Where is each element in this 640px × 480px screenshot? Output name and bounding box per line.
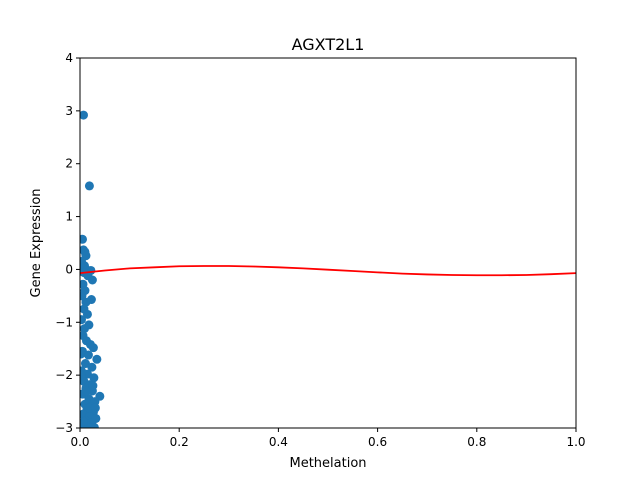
y-tick-label: 2 [65, 157, 73, 171]
data-point [89, 373, 99, 383]
x-tick-label: 0.6 [368, 435, 387, 449]
y-tick-label: 4 [65, 51, 73, 65]
data-point [80, 349, 86, 359]
data-point [80, 324, 89, 334]
fit-line-layer [80, 265, 576, 277]
y-tick-label: −3 [55, 421, 73, 435]
x-tick-label: 0.4 [269, 435, 288, 449]
data-point [80, 110, 88, 120]
x-axis-label: Methelation [289, 456, 366, 471]
x-ticks: 0.0 0.2 0.4 0.6 0.8 1.0 [70, 428, 586, 449]
data-point [80, 315, 86, 325]
y-ticks: −3 −2 −1 0 1 2 3 4 [55, 51, 80, 435]
data-point [80, 370, 86, 380]
data-point [92, 354, 102, 364]
x-tick-label: 0.2 [170, 435, 189, 449]
plot-frame [79, 57, 577, 429]
x-tick-label: 1.0 [566, 435, 585, 449]
data-point [84, 181, 94, 191]
points-layer [80, 110, 105, 428]
x-tick-label: 0.0 [70, 435, 89, 449]
data-point [80, 417, 88, 427]
y-tick-label: −1 [55, 315, 73, 329]
data-point [83, 350, 93, 360]
data-point [88, 381, 98, 391]
y-tick-label: 3 [65, 104, 73, 118]
data-point [80, 234, 87, 244]
y-tick-label: 0 [65, 262, 73, 276]
data-point [85, 422, 95, 428]
y-axis-label: Gene Expression [29, 188, 44, 297]
y-tick-label: −2 [55, 368, 73, 382]
data-point [90, 403, 100, 413]
x-tick-label: 0.8 [467, 435, 486, 449]
data-point [81, 386, 91, 396]
fit-line [80, 265, 576, 277]
data-point [87, 275, 97, 285]
y-tick-label: 1 [65, 210, 73, 224]
data-point [84, 403, 94, 413]
data-point [87, 362, 97, 372]
data-point [81, 297, 91, 307]
data-point [88, 343, 98, 353]
chart-title: AGXT2L1 [292, 35, 365, 54]
data-point [82, 309, 92, 319]
